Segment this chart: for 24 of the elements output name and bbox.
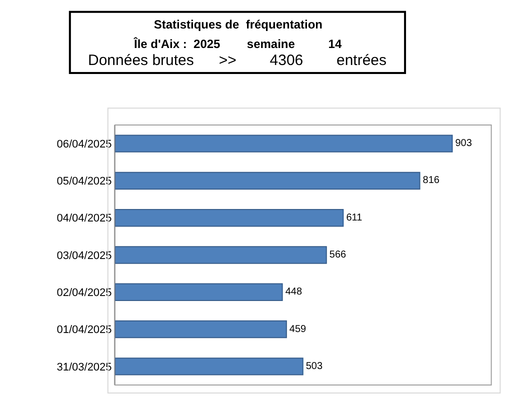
chart-title: Statistiques de fréquentation [154, 18, 323, 32]
text: Données brutes >> 4306 entrées [88, 52, 387, 69]
bar [115, 283, 283, 301]
y-tick-label: 06/04/2025 [56, 138, 112, 150]
data-label: 611 [346, 212, 363, 224]
data-label: 816 [422, 175, 440, 186]
bar [115, 246, 327, 264]
data-label: 566 [329, 250, 347, 260]
data-label: 503 [306, 360, 323, 372]
bar [115, 209, 344, 227]
y-tick-label: 31/03/2025 [56, 361, 112, 374]
data-label: 903 [455, 138, 472, 150]
bar [115, 320, 287, 338]
y-tick-label: 02/04/2025 [56, 286, 112, 299]
y-tick-label: 01/04/2025 [56, 324, 112, 336]
bar [115, 358, 304, 376]
y-tick-label: 04/04/2025 [56, 212, 112, 225]
y-tick-label: 03/04/2025 [56, 250, 112, 262]
data-label: 459 [289, 324, 307, 335]
y-tick-label: 05/04/2025 [56, 176, 112, 188]
chart-subtitle: Île d'Aix : 2025 semaine 14 [133, 37, 342, 51]
data-label: 448 [285, 286, 302, 298]
bar [115, 134, 453, 152]
bar [115, 172, 420, 190]
